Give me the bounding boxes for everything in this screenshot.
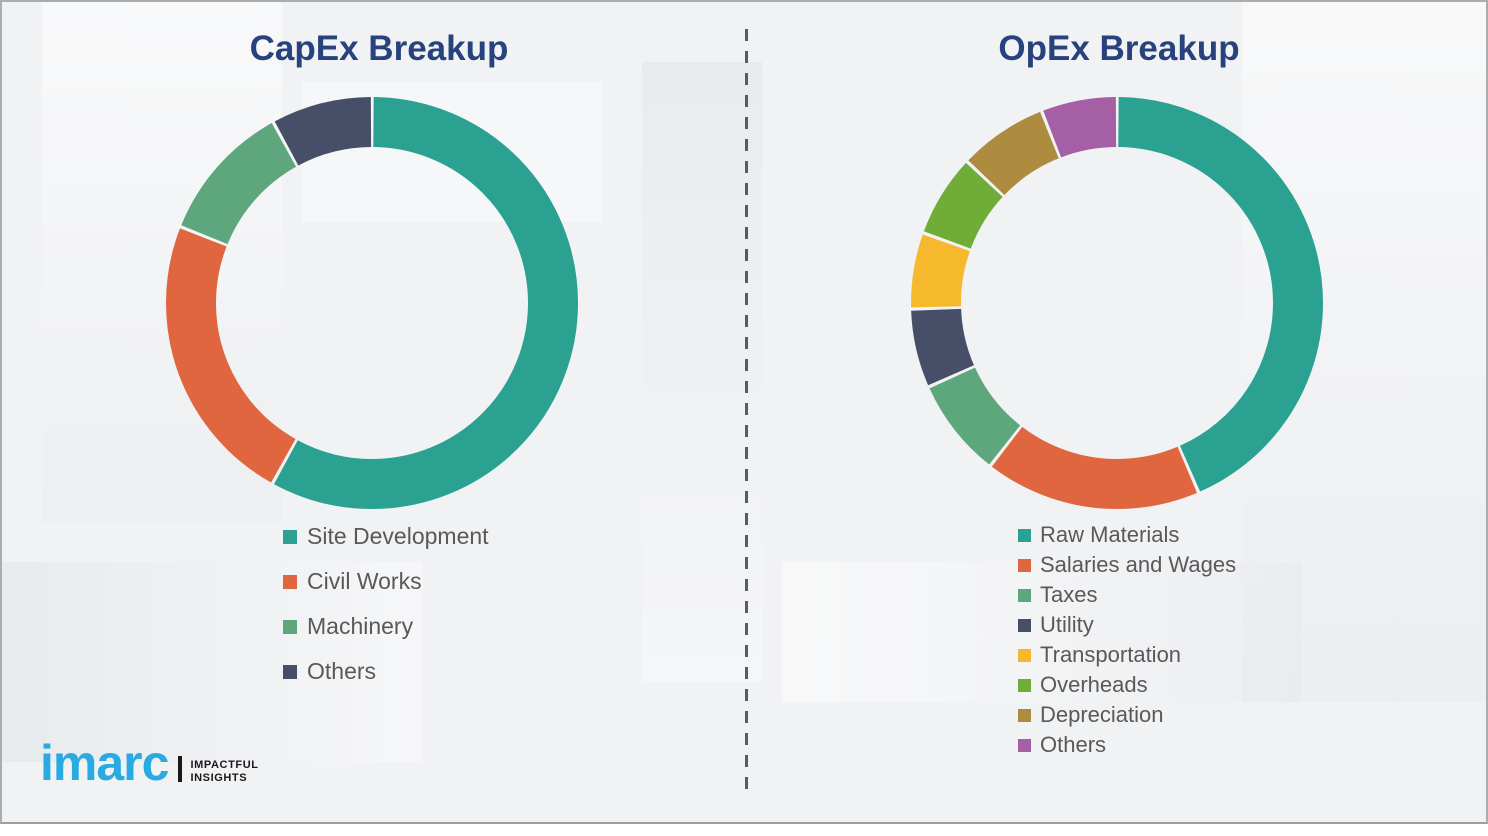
legend-swatch	[1018, 528, 1031, 542]
legend-item-overheads: Overheads	[1018, 670, 1236, 700]
legend-item-raw-materials: Raw Materials	[1018, 520, 1236, 550]
legend-label: Others	[1040, 732, 1107, 757]
logo-tagline-line1: IMPACTFUL	[190, 759, 259, 771]
donut-slice-civil-works	[166, 97, 578, 509]
donut-slice-transportation	[911, 97, 1323, 509]
dashed-divider-line	[745, 29, 748, 791]
legend-item-others: Others	[1018, 730, 1236, 760]
legend-label: Taxes	[1040, 582, 1098, 607]
opex-legend: Raw Materials Salaries and Wages Taxes Util…	[1018, 520, 1236, 760]
imarc-logo: imarc IMPACTFUL INSIGHTS	[40, 738, 259, 788]
legend-swatch	[283, 619, 297, 634]
logo-separator-bar	[178, 756, 183, 782]
capex-legend: Site Development Civil Works Machinery Othe…	[283, 514, 489, 694]
opex-donut-chart	[911, 97, 1323, 509]
legend-label: Transportation	[1040, 642, 1182, 667]
legend-label: Civil Works	[307, 568, 422, 594]
logo-tagline: IMPACTFUL INSIGHTS	[190, 759, 258, 788]
legend-item-taxes: Taxes	[1018, 580, 1236, 610]
legend-label: Salaries and Wages	[1040, 552, 1237, 577]
legend-item-civil-works: Civil Works	[283, 559, 489, 604]
legend-label: Overheads	[1040, 672, 1148, 697]
legend-label: Utility	[1040, 612, 1094, 637]
legend-swatch	[283, 574, 297, 589]
capex-donut-chart	[166, 97, 578, 509]
legend-item-site-development: Site Development	[283, 514, 489, 559]
legend-swatch	[283, 664, 297, 679]
logo-tagline-line2: INSIGHTS	[190, 772, 248, 784]
legend-label: Others	[307, 658, 377, 684]
legend-item-utility: Utility	[1018, 610, 1236, 640]
donut-slice-salaries-and-wages	[911, 97, 1323, 509]
logo-wordmark: imarc	[40, 735, 169, 791]
legend-label: Depreciation	[1040, 702, 1164, 727]
donut-slice-site-development	[166, 97, 578, 509]
legend-label: Machinery	[307, 613, 414, 639]
legend-item-machinery: Machinery	[283, 604, 489, 649]
legend-item-depreciation: Depreciation	[1018, 700, 1236, 730]
legend-swatch	[1018, 708, 1031, 722]
legend-item-others: Others	[283, 649, 489, 694]
legend-swatch	[1018, 738, 1031, 752]
legend-swatch	[1018, 618, 1031, 632]
legend-swatch	[1018, 648, 1031, 662]
donut-slice-raw-materials	[911, 97, 1323, 509]
legend-item-salaries-and-wages: Salaries and Wages	[1018, 550, 1236, 580]
legend-label: Site Development	[307, 523, 489, 549]
legend-label: Raw Materials	[1040, 522, 1180, 547]
capex-chart-title: CapEx Breakup	[249, 29, 509, 68]
legend-swatch	[283, 529, 297, 544]
legend-swatch	[1018, 678, 1031, 692]
opex-chart-title: OpEx Breakup	[998, 29, 1240, 68]
legend-item-transportation: Transportation	[1018, 640, 1236, 670]
legend-swatch	[1018, 558, 1031, 572]
legend-swatch	[1018, 588, 1031, 602]
